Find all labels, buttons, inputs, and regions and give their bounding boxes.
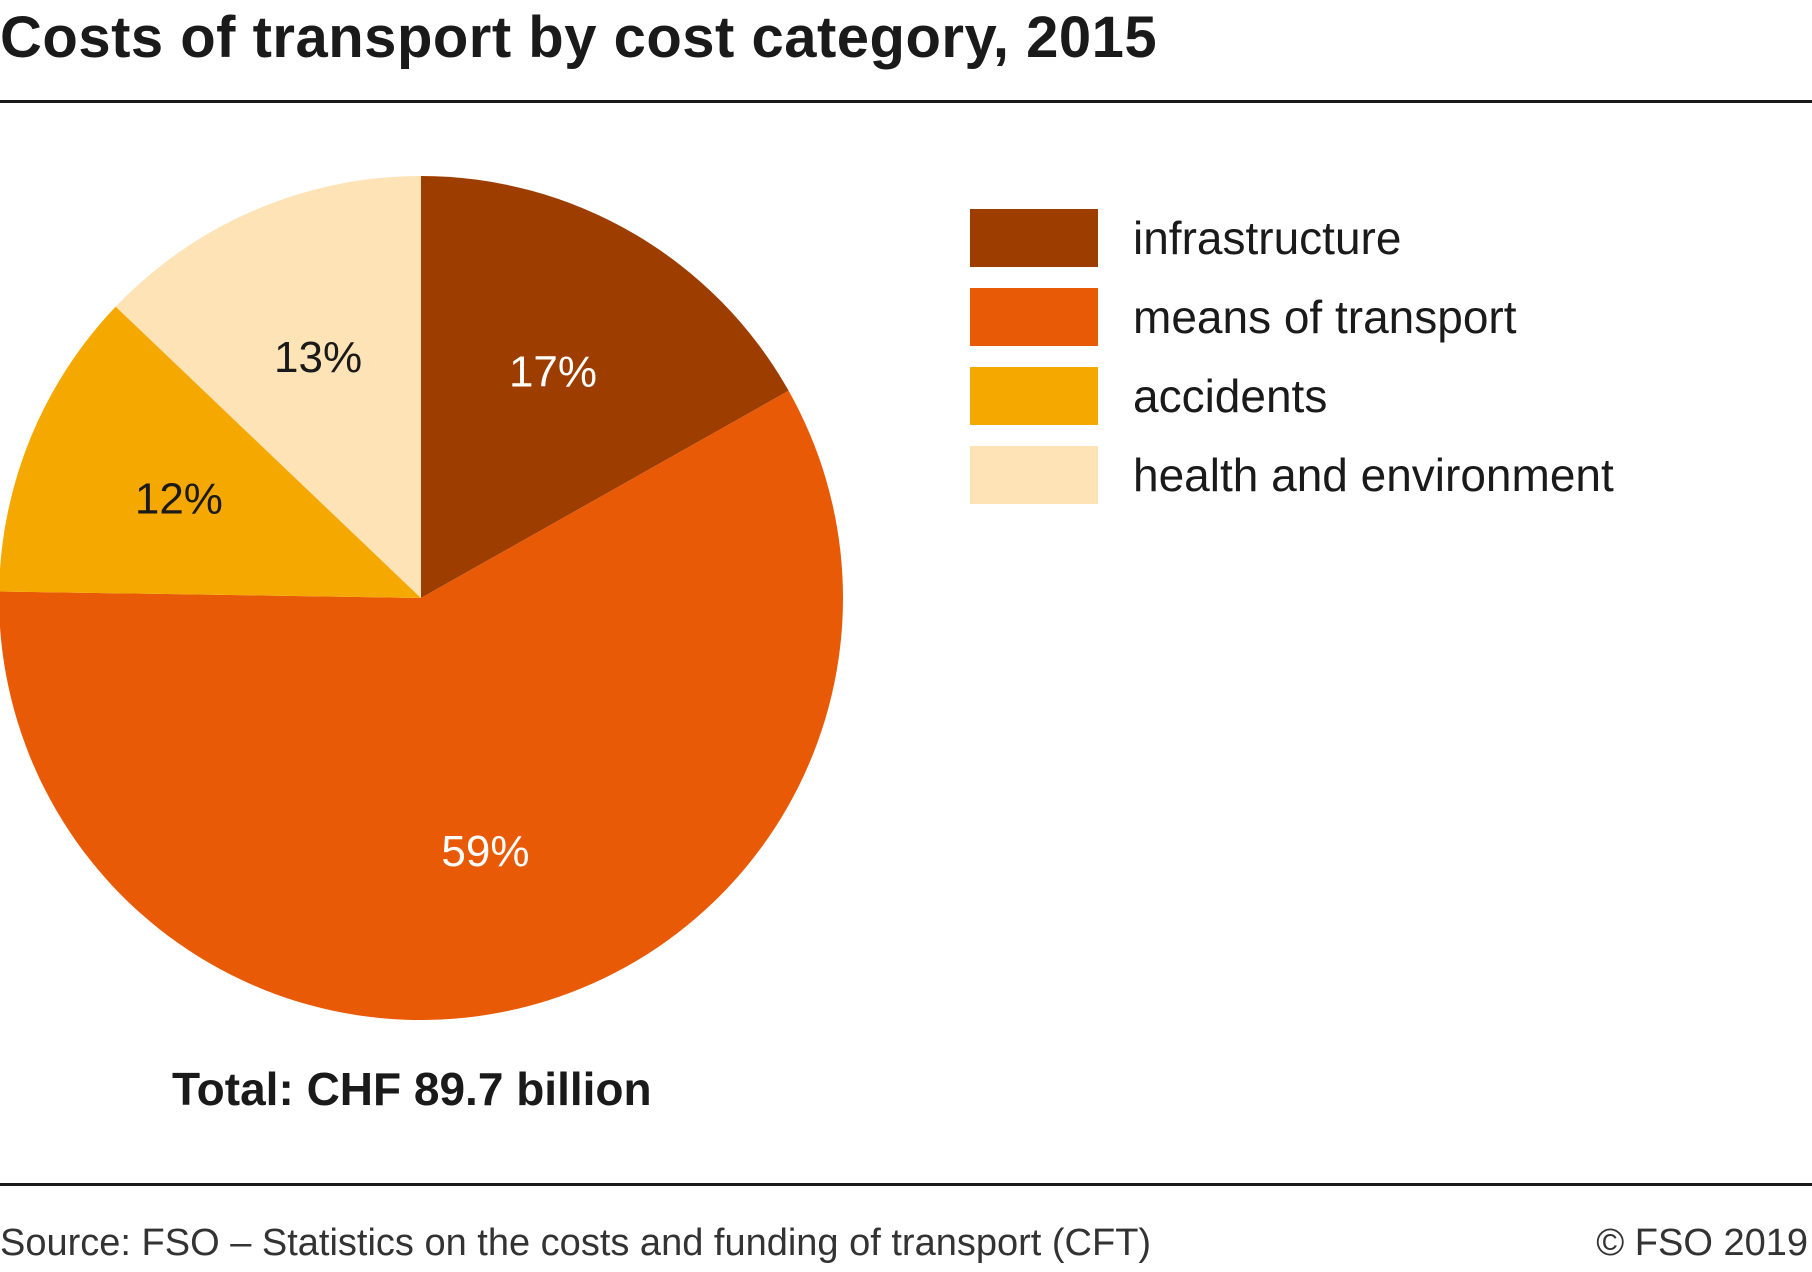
pie-slice-accidents [0,306,421,598]
chart-legend: infrastructure means of transport accide… [970,198,1614,514]
legend-swatch-accidents [970,366,1098,425]
legend-item-accidents: accidents [970,356,1614,435]
pie-label-means-of-transport: 59% [441,827,529,876]
pie-slice-health-and-environment [115,176,422,598]
legend-swatch-health-and-environment [970,445,1098,504]
legend-item-health-and-environment: health and environment [970,435,1614,514]
pie-label-health-and-environment: 13% [274,333,362,382]
legend-item-means-of-transport: means of transport [970,277,1614,356]
legend-label-means-of-transport: means of transport [1133,290,1517,343]
legend-label-infrastructure: infrastructure [1133,211,1402,264]
top-divider [0,100,1812,103]
pie-slice-means-of-transport [0,390,843,1020]
legend-label-health-and-environment: health and environment [1133,448,1614,501]
legend-label-accidents: accidents [1133,369,1328,422]
bottom-divider [0,1183,1812,1186]
legend-swatch-means-of-transport [970,287,1098,346]
legend-item-infrastructure: infrastructure [970,198,1614,277]
chart-title: Costs of transport by cost category, 201… [0,5,1158,70]
legend-swatch-infrastructure [970,208,1098,267]
source-note: Source: FSO – Statistics on the costs an… [0,1222,1152,1264]
copyright-note: © FSO 2019 [1596,1222,1808,1264]
pie-slice-infrastructure [421,176,789,598]
total-label: Total: CHF 89.7 billion [172,1063,652,1115]
pie-label-infrastructure: 17% [509,348,597,397]
pie-label-accidents: 12% [135,474,223,523]
